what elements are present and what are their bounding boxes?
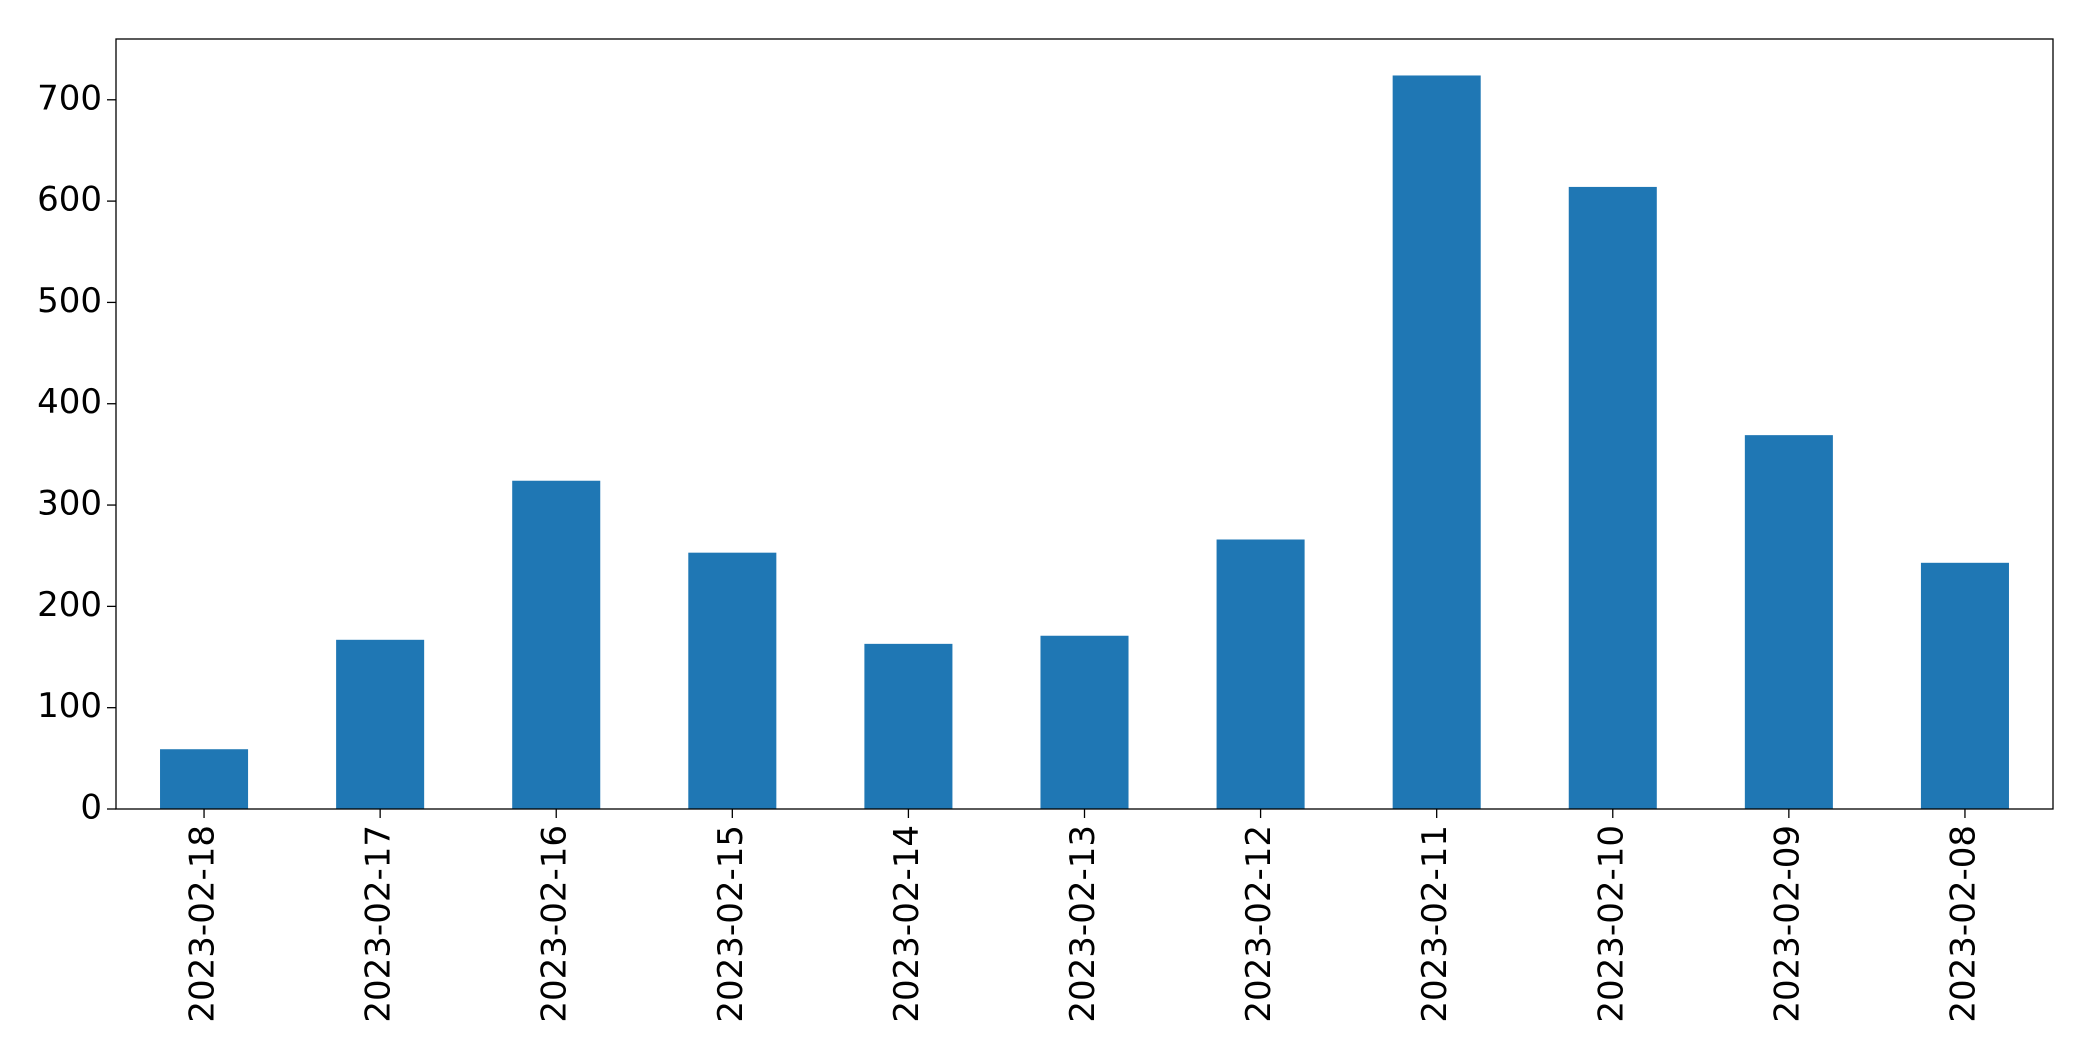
bar xyxy=(1040,635,1129,809)
y-tick-label: 0 xyxy=(80,788,102,828)
x-tick-label: 2023-02-14 xyxy=(887,825,927,1023)
x-tick-label: 2023-02-09 xyxy=(1767,825,1807,1023)
x-tick-label: 2023-02-11 xyxy=(1415,825,1455,1023)
x-tick-label: 2023-02-17 xyxy=(359,825,399,1023)
bar xyxy=(512,480,601,809)
bar xyxy=(160,749,249,809)
plot-frame xyxy=(115,38,2054,810)
bar xyxy=(1216,539,1305,809)
bar xyxy=(1392,75,1481,809)
bar xyxy=(1920,562,2009,809)
y-tick-label: 600 xyxy=(37,180,102,220)
x-tick-label: 2023-02-10 xyxy=(1591,825,1631,1023)
y-tick-label: 400 xyxy=(37,382,102,422)
bar xyxy=(336,639,425,809)
x-tick-label: 2023-02-15 xyxy=(711,825,751,1023)
y-tick-label: 100 xyxy=(37,686,102,726)
y-tick-label: 700 xyxy=(37,78,102,118)
bar xyxy=(1744,435,1833,809)
bar xyxy=(864,643,953,809)
bar xyxy=(688,552,777,809)
x-tick-label: 2023-02-18 xyxy=(183,825,223,1023)
x-tick-label: 2023-02-16 xyxy=(535,825,575,1023)
x-tick-label: 2023-02-13 xyxy=(1063,825,1103,1023)
y-tick-label: 200 xyxy=(37,585,102,625)
y-tick-label: 300 xyxy=(37,484,102,524)
bar xyxy=(1568,186,1657,810)
x-tick-label: 2023-02-12 xyxy=(1239,825,1279,1023)
x-tick-label: 2023-02-08 xyxy=(1943,825,1983,1023)
y-tick-label: 500 xyxy=(37,281,102,321)
